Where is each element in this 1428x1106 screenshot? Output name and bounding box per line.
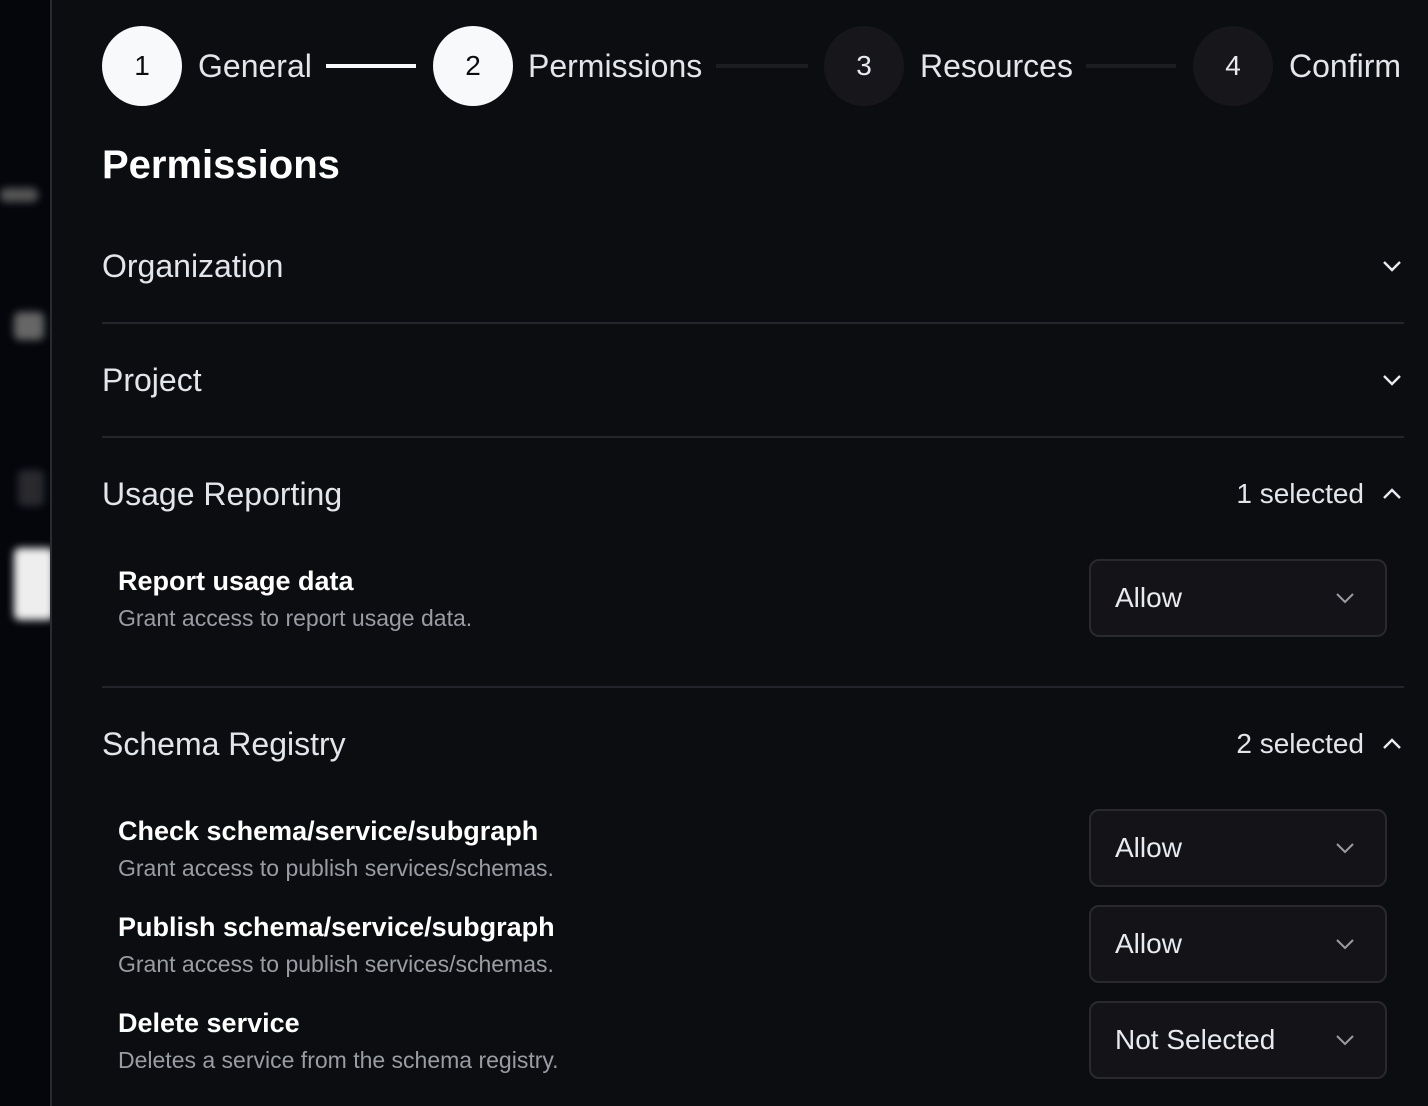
select-value: Allow [1115, 928, 1182, 959]
divider [102, 686, 1404, 688]
section-title: Usage Reporting [102, 475, 343, 512]
step-2-circle[interactable]: 2 [433, 26, 513, 106]
chevron-down-icon [1383, 261, 1401, 272]
page-title: Permissions [102, 143, 340, 187]
step-connector [716, 64, 808, 68]
section-title: Schema Registry [102, 725, 346, 762]
chevron-down-icon [1336, 843, 1354, 854]
permission-description: Deletes a service from the schema regist… [118, 1047, 559, 1073]
divider [102, 436, 1404, 438]
section-schema-registry-header[interactable]: Schema Registry 2 selected [102, 724, 1404, 764]
permission-title: Publish schema/service/subgraph [118, 912, 555, 942]
blurred-element [0, 188, 38, 202]
permission-description: Grant access to publish services/schemas… [118, 951, 554, 977]
permission-title: Report usage data [118, 566, 354, 596]
step-4-label[interactable]: Confirm [1289, 48, 1402, 84]
blurred-element [14, 312, 44, 340]
section-title: Project [102, 361, 202, 398]
permission-select[interactable]: Allow [1089, 559, 1387, 637]
step-2-label[interactable]: Permissions [528, 48, 703, 84]
select-value: Not Selected [1115, 1024, 1276, 1055]
chevron-up-icon [1383, 738, 1401, 749]
step-3-label[interactable]: Resources [920, 48, 1073, 84]
divider [102, 322, 1404, 324]
step-connector [1086, 64, 1176, 68]
blurred-element [18, 470, 44, 506]
permission-select[interactable]: Allow [1089, 905, 1387, 983]
chevron-down-icon [1336, 593, 1354, 604]
blurred-background-sidebar [0, 0, 52, 1106]
select-value: Allow [1115, 582, 1182, 613]
permission-item: Publish schema/service/subgraph Grant ac… [118, 912, 555, 978]
step-1-circle[interactable]: 1 [102, 26, 182, 106]
selected-count: 1 selected [1236, 478, 1364, 509]
permission-title: Check schema/service/subgraph [118, 816, 539, 846]
step-3-circle[interactable]: 3 [824, 26, 904, 106]
step-1-label[interactable]: General [198, 48, 312, 84]
permission-title: Delete service [118, 1008, 300, 1038]
chevron-up-icon [1383, 488, 1401, 499]
permission-select[interactable]: Allow [1089, 809, 1387, 887]
section-organization-header[interactable]: Organization [102, 246, 1404, 286]
chevron-down-icon [1336, 1035, 1354, 1046]
section-title: Organization [102, 247, 284, 284]
permission-select[interactable]: Not Selected [1089, 1001, 1387, 1079]
permission-description: Grant access to report usage data. [118, 605, 473, 631]
step-4-circle[interactable]: 4 [1193, 26, 1273, 106]
chevron-down-icon [1383, 375, 1401, 386]
blurred-element [14, 548, 50, 620]
step-connector [326, 64, 416, 68]
permission-item: Check schema/service/subgraph Grant acce… [118, 816, 554, 882]
section-project-header[interactable]: Project [102, 360, 1404, 400]
select-value: Allow [1115, 832, 1182, 863]
chevron-down-icon [1336, 939, 1354, 950]
selected-count: 2 selected [1236, 728, 1364, 759]
section-usage-reporting-header[interactable]: Usage Reporting 1 selected [102, 474, 1404, 514]
permission-item: Delete service Deletes a service from th… [118, 1008, 559, 1074]
permission-description: Grant access to publish services/schemas… [118, 855, 554, 881]
permission-item: Report usage data Grant access to report… [118, 566, 472, 632]
